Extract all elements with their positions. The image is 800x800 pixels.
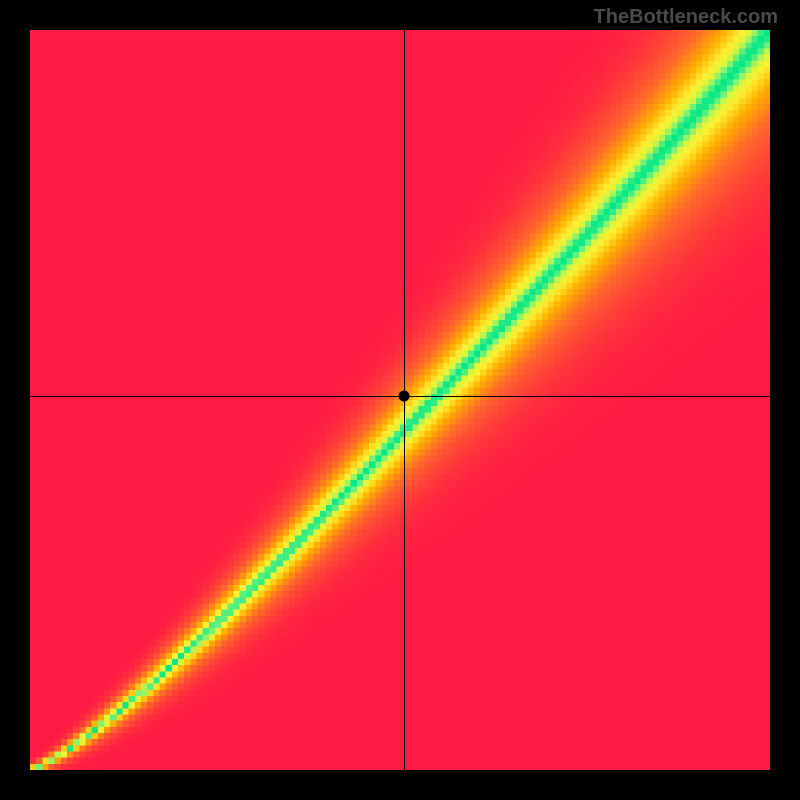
data-point-marker bbox=[398, 391, 409, 402]
heatmap-plot bbox=[30, 30, 770, 770]
watermark-text: TheBottleneck.com bbox=[594, 6, 778, 29]
